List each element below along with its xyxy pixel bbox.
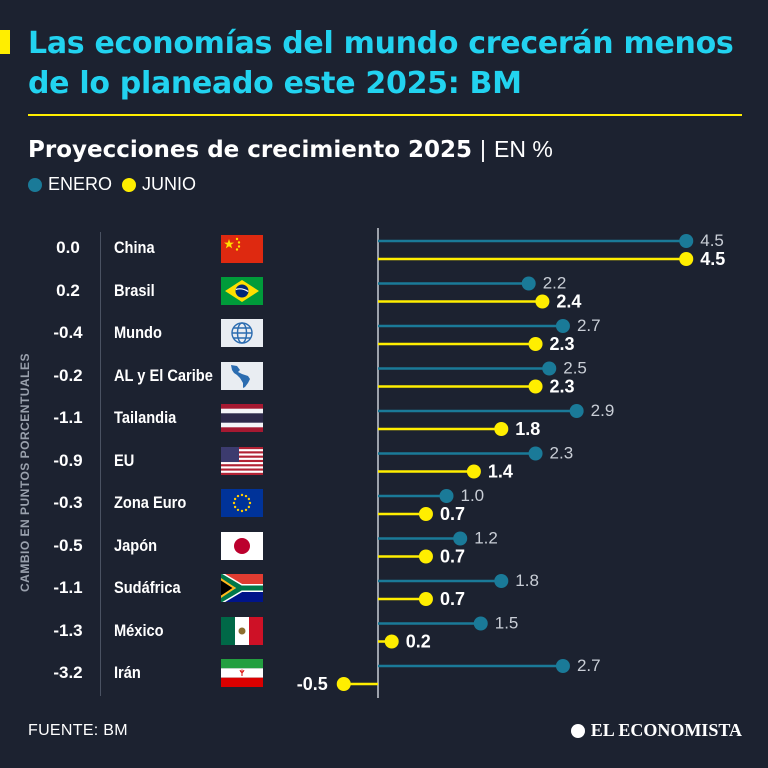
source-note: FUENTE: BM: [28, 722, 128, 739]
iran-flag-icon: [221, 659, 263, 687]
change-value: -1.1: [53, 578, 83, 597]
country-label: AL y El Caribe: [114, 366, 213, 385]
chart-subtitle: Proyecciones de crecimiento 2025 | EN %: [28, 136, 553, 163]
change-value: -0.5: [53, 536, 83, 555]
country-label: Zona Euro: [114, 493, 187, 512]
junio-value-label: 0.2: [406, 632, 431, 652]
unit-label: EN %: [494, 136, 553, 162]
enero-value-label: 1.8: [515, 571, 539, 590]
subtitle-separator: |: [480, 136, 487, 162]
enero-value-label: 2.3: [550, 444, 574, 463]
change-value: 0.0: [56, 238, 80, 257]
japan-flag-icon: [221, 532, 263, 560]
enero-point: [569, 404, 584, 418]
enero-value-label: 2.5: [563, 359, 587, 378]
change-value: -1.3: [53, 621, 83, 640]
enero-point: [542, 361, 557, 376]
country-label: México: [114, 621, 164, 640]
enero-point: [555, 659, 570, 673]
change-value: -3.2: [53, 663, 83, 682]
enero-point: [439, 489, 454, 503]
enero-point: [453, 531, 468, 546]
legend-label-enero: ENERO: [48, 174, 113, 194]
country-label: Irán: [114, 663, 141, 682]
junio-point: [466, 464, 481, 479]
enero-value-label: 1.5: [495, 614, 519, 633]
title-divider: [28, 114, 742, 116]
china-flag-icon: [221, 235, 263, 263]
thailand-flag-icon: [221, 404, 263, 432]
junio-value-label: 2.3: [550, 377, 575, 397]
south-africa-flag-icon: [221, 574, 263, 602]
enero-value-label: 2.2: [543, 274, 567, 293]
column-divider: [100, 232, 101, 696]
junio-value-label: 0.7: [440, 589, 465, 609]
change-value: -0.4: [53, 323, 83, 342]
junio-point: [336, 677, 351, 691]
junio-point: [528, 379, 543, 394]
country-label: EU: [114, 451, 135, 470]
legend-item-junio: JUNIO: [122, 174, 196, 195]
change-value: -0.9: [53, 451, 83, 470]
junio-point: [679, 252, 694, 266]
enero-point: [473, 616, 488, 631]
junio-value-label: 2.3: [550, 334, 575, 354]
page-title: Las economías del mundo crecerán menos d…: [28, 26, 734, 101]
change-value: 0.2: [56, 281, 80, 300]
country-label: Brasil: [114, 281, 155, 300]
junio-point: [418, 592, 433, 606]
legend-dot-junio: [122, 177, 137, 192]
junio-value-label: 4.5: [700, 249, 725, 269]
junio-point: [535, 294, 550, 309]
enero-value-label: 1.0: [461, 486, 485, 505]
globe-icon: [221, 319, 263, 347]
legend-label-junio: JUNIO: [142, 174, 197, 194]
junio-point: [418, 549, 433, 564]
junio-value-label: -0.5: [297, 674, 328, 694]
enero-value-label: 1.2: [474, 529, 498, 548]
country-label: China: [114, 238, 155, 257]
junio-point: [494, 422, 509, 436]
junio-value-label: 1.8: [515, 419, 540, 439]
country-label: Japón: [114, 536, 158, 555]
latin-america-map-icon: [221, 362, 263, 390]
brand-logo: EL ECONOMISTA: [570, 720, 742, 741]
enero-point: [555, 319, 570, 333]
brand-name: EL ECONOMISTA: [590, 720, 742, 740]
enero-value-label: 2.7: [577, 656, 601, 675]
country-label: Sudáfrica: [114, 578, 181, 597]
title-accent-bar: [0, 30, 10, 54]
country-label: Tailandia: [114, 408, 177, 427]
enero-point: [528, 446, 543, 461]
legend: ENERO JUNIO: [28, 174, 196, 195]
junio-point: [418, 507, 433, 521]
junio-value-label: 0.7: [440, 504, 465, 524]
enero-point: [521, 276, 536, 291]
enero-point: [679, 234, 694, 248]
junio-value-label: 2.4: [556, 292, 581, 312]
junio-point: [384, 634, 399, 649]
eu-flag-icon: [221, 489, 263, 517]
legend-dot-enero: [28, 177, 42, 192]
change-value: -1.1: [53, 408, 83, 427]
junio-value-label: 0.7: [440, 547, 465, 567]
brazil-flag-icon: [221, 277, 263, 305]
junio-value-label: 1.4: [488, 462, 513, 482]
mexico-flag-icon: [221, 617, 263, 645]
change-value: -0.3: [53, 493, 83, 512]
junio-point: [528, 337, 543, 351]
enero-value-label: 2.7: [577, 316, 601, 335]
enero-value-label: 2.9: [591, 401, 615, 420]
logo-mark-icon: [570, 723, 585, 738]
change-value: -0.2: [53, 366, 83, 385]
enero-point: [494, 574, 509, 588]
legend-item-enero: ENERO: [28, 174, 112, 195]
country-label: Mundo: [114, 323, 162, 342]
usa-flag-icon: [221, 447, 263, 475]
enero-value-label: 4.5: [700, 231, 724, 250]
subtitle-text: Proyecciones de crecimiento 2025: [28, 137, 473, 163]
